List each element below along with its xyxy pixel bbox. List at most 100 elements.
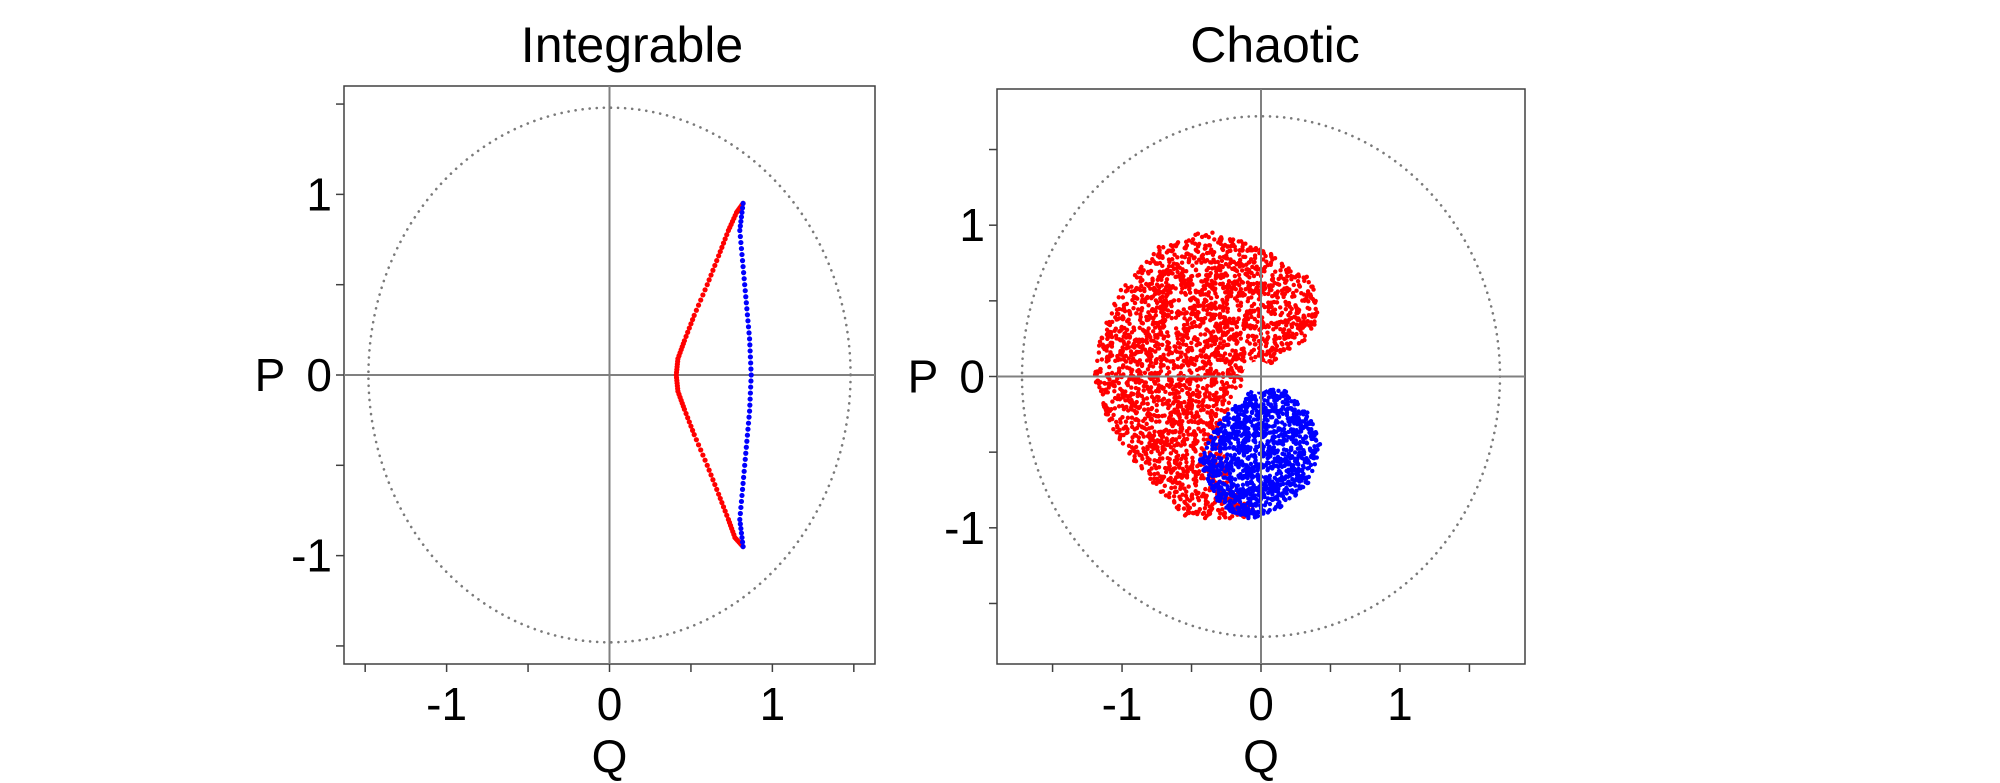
- chaotic-point-red: [1224, 356, 1229, 362]
- chaotic-point-blue: [1262, 422, 1267, 427]
- chaotic-point-blue: [1266, 424, 1272, 429]
- chaotic-point-red: [1183, 342, 1189, 348]
- chaotic-point-red: [1196, 419, 1202, 424]
- chaotic-point-red: [1184, 436, 1190, 442]
- chaotic-point-red: [1165, 330, 1170, 335]
- chaotic-point-red: [1195, 231, 1201, 236]
- chaotic-point-red: [1155, 471, 1160, 476]
- chaotic-point-red: [1222, 389, 1227, 394]
- chaotic-point-blue: [1241, 426, 1247, 431]
- chaotic-point-red: [1225, 294, 1231, 299]
- chaotic-point-red: [1116, 369, 1122, 375]
- chaotic-point-red: [1203, 394, 1208, 399]
- integrable-point-blue: [737, 223, 743, 229]
- chaotic-point-blue: [1245, 500, 1250, 506]
- chaotic-point-blue: [1275, 448, 1280, 453]
- chaotic-point-blue: [1243, 448, 1248, 454]
- chaotic-point-red: [1156, 413, 1161, 419]
- chaotic-point-blue: [1224, 491, 1229, 497]
- chaotic-point-red: [1207, 337, 1213, 342]
- chaotic-point-red: [1108, 340, 1113, 346]
- chaotic-point-red: [1148, 443, 1154, 448]
- chaotic-point-red: [1205, 368, 1210, 374]
- chaotic-point-red: [1239, 377, 1244, 382]
- chaotic-point-blue: [1255, 445, 1260, 450]
- chaotic-point-blue: [1231, 508, 1236, 513]
- chaotic-point-red: [1119, 337, 1124, 343]
- chaotic-point-red: [1161, 474, 1167, 480]
- integrable-point-red: [688, 423, 694, 429]
- chaotic-point-red: [1285, 289, 1290, 294]
- chaotic-point-red: [1180, 482, 1185, 487]
- chaotic-point-blue: [1234, 447, 1240, 453]
- chaotic-point-red: [1250, 323, 1255, 329]
- integrable-point-red: [704, 282, 710, 288]
- chaotic-point-red: [1096, 350, 1102, 355]
- chaotic-point-red: [1157, 479, 1163, 485]
- chaotic-point-blue: [1308, 462, 1314, 468]
- chaotic-point-red: [1175, 409, 1181, 414]
- chaotic-point-red: [1266, 291, 1271, 297]
- chaotic-point-blue: [1226, 433, 1231, 439]
- chaotic-point-red: [1201, 437, 1207, 442]
- chaotic-point-red: [1279, 261, 1285, 266]
- chaotic-point-red: [1204, 493, 1209, 498]
- chaotic-point-blue: [1211, 461, 1216, 466]
- chaotic-point-red: [1238, 383, 1243, 389]
- chaotic-point-red: [1224, 380, 1230, 386]
- chaotic-point-red: [1152, 325, 1158, 330]
- chaotic-point-red: [1153, 298, 1159, 303]
- chaotic-point-red: [1166, 431, 1171, 436]
- chaotic-point-red: [1277, 347, 1283, 353]
- chaotic-point-red: [1137, 392, 1142, 397]
- chaotic-point-red: [1117, 329, 1122, 334]
- chaotic-point-blue: [1298, 425, 1303, 430]
- chaotic-point-red: [1226, 400, 1232, 406]
- chaotic-point-red: [1130, 435, 1135, 440]
- chaotic-point-blue: [1268, 391, 1274, 396]
- chaotic-point-blue: [1283, 392, 1288, 398]
- chaotic-point-red: [1294, 331, 1299, 337]
- chaotic-point-red: [1203, 502, 1209, 507]
- chaotic-point-red: [1220, 308, 1226, 313]
- chaotic-point-blue: [1206, 479, 1212, 484]
- chaotic-point-red: [1108, 333, 1114, 338]
- chaotic-point-red: [1139, 320, 1144, 326]
- chaotic-point-red: [1215, 407, 1220, 412]
- chaotic-point-red: [1094, 371, 1100, 376]
- integrable-point-red: [720, 240, 727, 246]
- chaotic-point-red: [1190, 414, 1195, 419]
- chaotic-point-red: [1266, 305, 1271, 311]
- chaotic-point-blue: [1304, 422, 1310, 427]
- chaotic-point-red: [1198, 377, 1204, 382]
- integrable-point-blue: [737, 227, 743, 234]
- chaotic-point-red: [1151, 399, 1157, 404]
- chaotic-point-red: [1121, 363, 1126, 368]
- chaotic-point-red: [1228, 260, 1233, 266]
- chaotic-point-red: [1118, 357, 1123, 362]
- chaotic-point-blue: [1250, 396, 1255, 402]
- chaotic-point-red: [1268, 347, 1273, 353]
- chaotic-point-blue: [1224, 415, 1229, 420]
- chaotic-point-red: [1161, 245, 1166, 250]
- integrable-point-blue: [739, 492, 745, 499]
- chaotic-point-blue: [1215, 431, 1221, 436]
- chaotic-point-red: [1210, 252, 1216, 258]
- chaotic-point-blue: [1226, 422, 1231, 427]
- chaotic-point-red: [1122, 325, 1127, 331]
- integrable-point-red: [698, 447, 704, 453]
- chaotic-point-red: [1114, 336, 1119, 341]
- chaotic-point-blue: [1247, 414, 1253, 420]
- integrable-point-blue: [742, 282, 748, 288]
- integrable-data: [673, 200, 754, 550]
- chaotic-point-red: [1235, 339, 1240, 345]
- chaotic-point-red: [1118, 417, 1123, 422]
- chaotic-point-red: [1213, 368, 1219, 374]
- chaotic-point-red: [1253, 247, 1259, 253]
- chaotic-point-red: [1194, 376, 1199, 382]
- chaotic-point-red: [1300, 339, 1305, 344]
- chaotic-point-red: [1222, 510, 1227, 516]
- chaotic-point-red: [1156, 244, 1162, 250]
- chaotic-point-red: [1139, 283, 1144, 289]
- chaotic-point-red: [1229, 365, 1234, 371]
